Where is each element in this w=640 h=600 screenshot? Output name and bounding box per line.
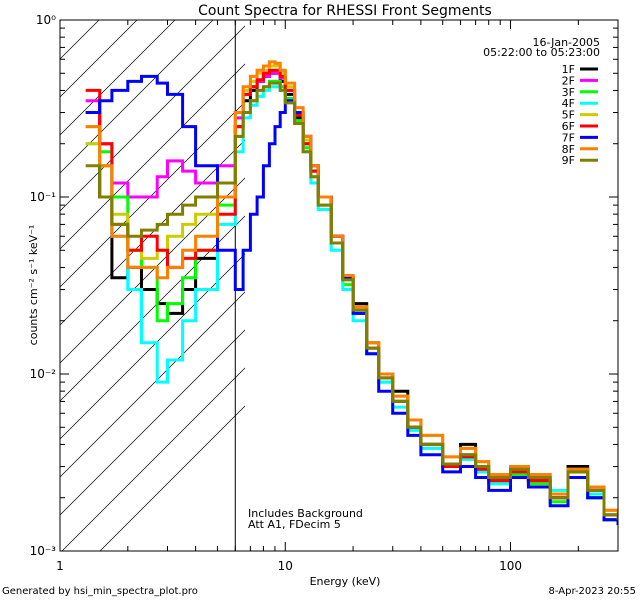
legend-label-2f: 2F — [562, 74, 575, 87]
y-tick-label-1e-1: 10⁻¹ — [30, 190, 57, 204]
axis-ticks — [59, 19, 619, 552]
legend-label-9f: 9F — [562, 154, 575, 167]
hatch-line — [60, 25, 245, 212]
legend-label-4f: 4F — [562, 97, 575, 110]
legend-label-6f: 6F — [562, 120, 575, 133]
chart-title: Count Spectra for RHESSI Front Segments — [198, 3, 492, 19]
annotation-background: Includes Background — [248, 507, 363, 520]
plot-frame — [59, 19, 619, 552]
hatch-line — [99, 405, 245, 551]
hatch-line — [61, 367, 245, 551]
footer-generated: Generated by hsi_min_spectra_plot.pro — [2, 586, 198, 597]
info-time-range: 05:22:00 to 05:23:00 — [483, 46, 600, 59]
x-tick-label-1: 1 — [56, 559, 64, 573]
annotation-attenuator: Att A1, FDecim 5 — [248, 518, 341, 531]
footer-timestamp: 8-Apr-2023 20:55 — [549, 586, 636, 597]
x-tick-label-10: 10 — [278, 559, 293, 573]
hatch-line — [60, 20, 100, 60]
series-layer — [85, 60, 618, 526]
hatch-line — [60, 20, 176, 136]
y-tick-label-1e-2: 10⁻² — [30, 367, 57, 381]
legend-label-1f: 1F — [562, 63, 575, 76]
y-axis-label: counts cm⁻² s⁻¹ keV⁻¹ — [27, 225, 40, 346]
legend-label-8f: 8F — [562, 143, 575, 156]
legend-label-5f: 5F — [562, 109, 575, 122]
hatch-line — [60, 63, 245, 250]
series-line-9f — [85, 81, 618, 520]
info-date: 16-Jan-2005 — [533, 36, 601, 49]
legend-label-3f: 3F — [562, 86, 575, 99]
x-axis-label: Energy (keV) — [310, 575, 381, 588]
hatch-line — [60, 20, 138, 98]
hatch-line — [60, 177, 245, 364]
y-tick-label-1e-3: 10⁻³ — [30, 544, 57, 558]
y-tick-label-1e0: 10⁰ — [36, 13, 56, 27]
hatch-line — [60, 329, 245, 516]
x-tick-label-100: 100 — [499, 559, 522, 573]
legend-label-7f: 7F — [562, 131, 575, 144]
